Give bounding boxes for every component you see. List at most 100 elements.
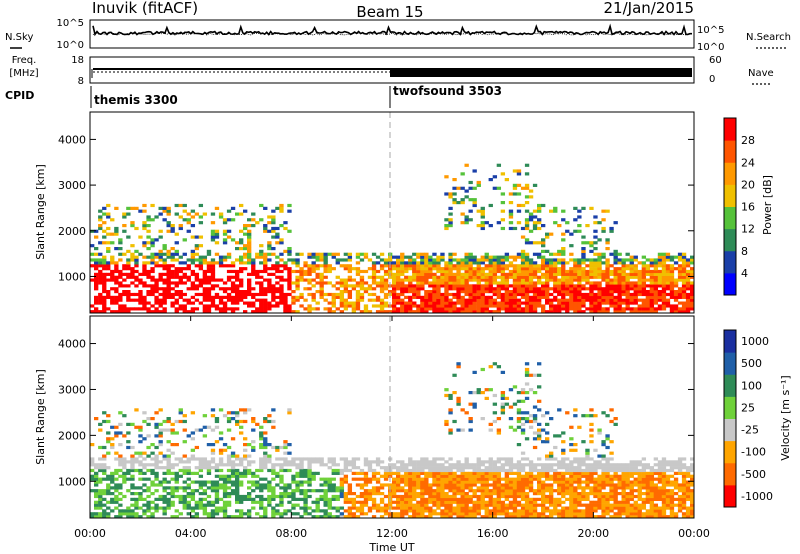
vel-cells-cell	[311, 515, 316, 519]
power-cells-cell	[601, 275, 606, 279]
vel-cells-cell	[94, 463, 99, 467]
power-cells-cell	[629, 275, 634, 279]
power-cells-cell	[617, 267, 622, 271]
power-cells-cell	[541, 295, 546, 299]
vel-cells-cell	[363, 480, 369, 484]
vel-cells-cell	[549, 417, 554, 421]
power-cells-cell	[657, 284, 663, 288]
power-cells-cell	[263, 292, 268, 297]
vel-cells-cell	[524, 391, 530, 395]
vel-cells-cell	[416, 463, 421, 467]
vel-cells-cell	[520, 506, 526, 510]
vel-cells-cell	[291, 474, 296, 478]
power-cells-cell	[524, 241, 530, 245]
power-cells-cell	[468, 278, 473, 282]
power-cells-cell	[363, 269, 369, 274]
power-cells-cell	[557, 290, 562, 294]
power-cells-cell	[408, 278, 413, 282]
vel-cells-cell	[408, 503, 413, 507]
vel-cells-cell	[396, 477, 401, 481]
power-cells-cell	[146, 218, 151, 222]
vel-cells-cell	[573, 471, 578, 475]
power-cells-cell	[605, 209, 610, 213]
vel-cells-cell	[561, 500, 566, 504]
power-cells-cell	[122, 212, 127, 216]
power-cells-cell	[637, 284, 642, 288]
power-cells-cell	[114, 206, 119, 210]
power-cells-cell	[255, 307, 260, 311]
vel-cells-cell	[597, 483, 602, 487]
vel-cells-cell	[428, 463, 433, 467]
power-cells-cell	[347, 301, 353, 305]
power-cells-cell	[480, 292, 485, 297]
vel-cells-cell	[375, 460, 381, 464]
power-cells-cell	[504, 304, 510, 308]
vel-cells-cell	[593, 414, 598, 418]
vel-cells-cell	[569, 494, 574, 499]
vel-cells-cell	[347, 512, 353, 516]
power-cells-cell	[130, 275, 135, 279]
power-cells-cell	[222, 241, 228, 245]
vel-cells-cell	[613, 489, 618, 493]
vel-cells-cell	[174, 477, 179, 481]
vel-cells-cell	[315, 457, 320, 461]
power-cells-cell	[194, 212, 200, 216]
vel-cells-cell	[247, 492, 252, 496]
power-cells-cell	[182, 267, 187, 271]
vel-cells-cell	[222, 509, 228, 513]
vel-cells-cell	[110, 480, 115, 484]
vel-cells-cell	[291, 494, 296, 499]
power-cells-cell	[528, 295, 534, 299]
vel-cells-cell	[222, 506, 228, 510]
power-cells-cell	[255, 292, 260, 297]
vel-cells-cell	[130, 492, 135, 496]
vel-cells-cell	[432, 512, 437, 516]
power-cells-cell	[593, 272, 598, 276]
vel-cells-cell	[375, 506, 381, 510]
vel-cells-cell	[158, 494, 163, 499]
power-cells-cell	[428, 272, 433, 276]
vel-cells-cell	[150, 515, 155, 519]
vel-cells-cell	[452, 483, 457, 487]
power-cells-cell	[102, 229, 107, 233]
vel-cells-cell	[202, 512, 208, 516]
vel-cells-cell	[444, 503, 449, 507]
vel-cells-cell	[327, 477, 332, 481]
power-cells-cell	[484, 295, 489, 299]
vel-cells-cell	[404, 480, 409, 484]
vel-cells-cell	[444, 388, 449, 392]
power-cells-cell	[613, 278, 618, 282]
vel-cells-cell	[291, 457, 296, 461]
vel-cells-cell	[355, 477, 361, 481]
power-cells-cell	[138, 281, 143, 285]
power-cells-cell	[206, 275, 212, 279]
power-cells-cell	[178, 261, 183, 265]
vel-cells-cell	[388, 483, 393, 487]
power-cells-cell	[315, 290, 320, 294]
power-cells-cell	[541, 258, 546, 262]
vel-cells-cell	[222, 489, 228, 493]
power-cells-cell	[496, 255, 502, 259]
power-cells-cell	[174, 258, 179, 262]
vel-cells-cell	[400, 477, 405, 481]
power-cells-cell	[661, 264, 667, 268]
power-cells-cell	[480, 275, 485, 279]
power-cells-cell	[504, 258, 510, 262]
power-cells-cell	[690, 275, 695, 279]
power-cells-cell	[206, 269, 212, 274]
power-cells-cell	[625, 307, 630, 311]
vel-cells-cell	[299, 515, 304, 519]
power-cells-cell	[577, 224, 582, 228]
power-cells-cell	[206, 307, 212, 311]
power-cells-cell	[392, 301, 397, 305]
vel-cells-cell	[194, 457, 200, 461]
power-cells-cell	[468, 186, 473, 190]
vel-cells-cell	[480, 506, 485, 510]
power-cells-cell	[114, 278, 119, 282]
power-cells-cell	[500, 269, 506, 274]
vel-cells-cell	[170, 500, 175, 504]
power-cells-cell	[440, 301, 445, 305]
power-cells-cell	[605, 247, 610, 251]
power-cells-cell	[194, 292, 200, 297]
vel-cells-cell	[613, 466, 618, 470]
